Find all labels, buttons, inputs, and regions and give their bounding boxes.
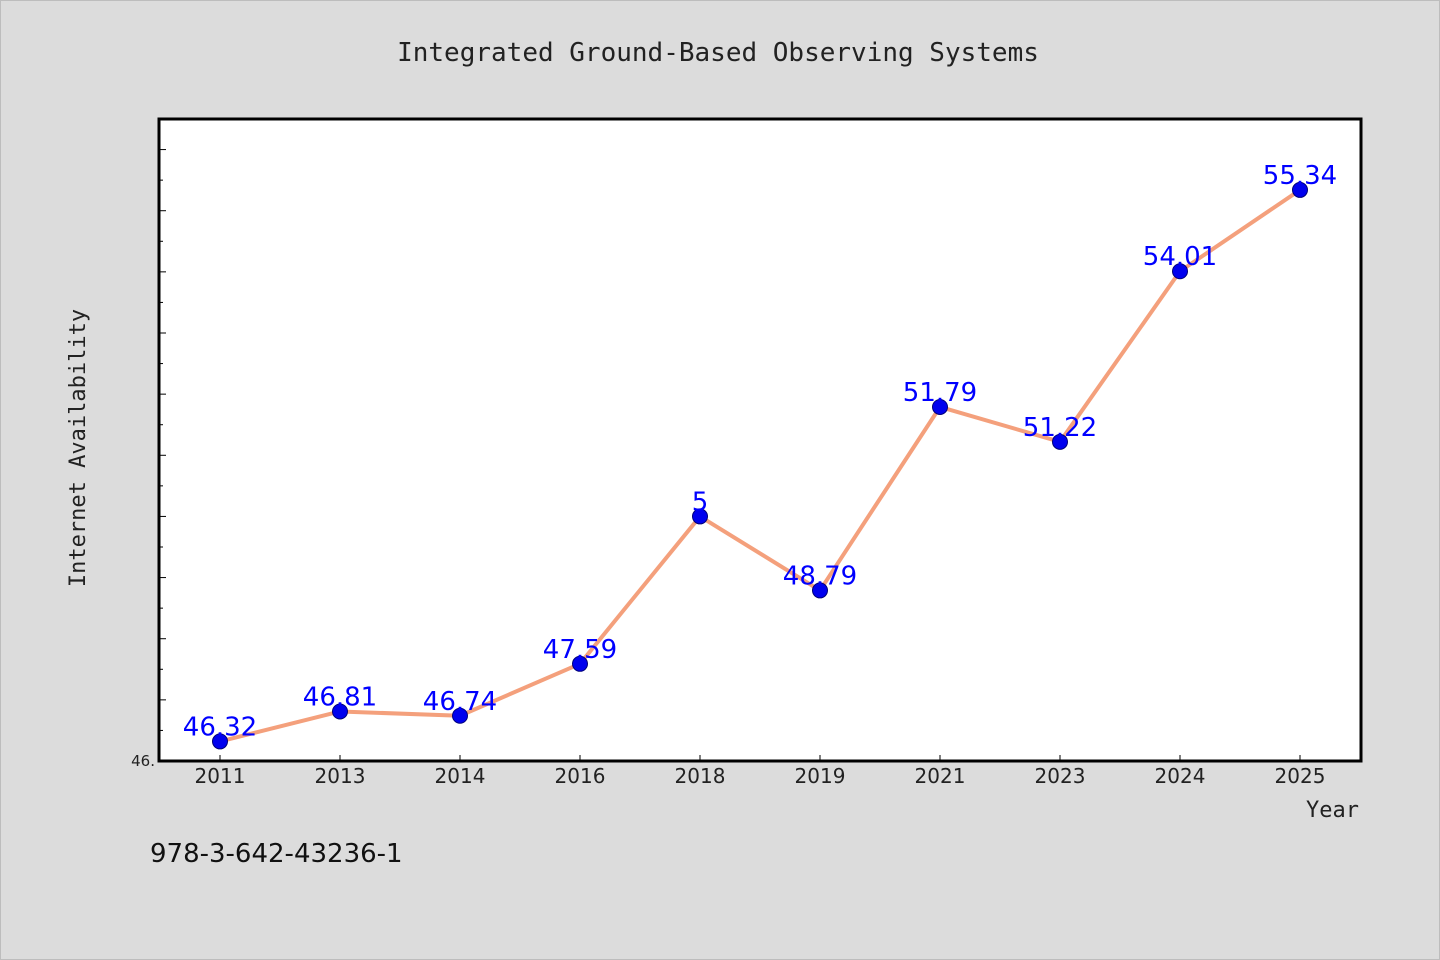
data-point [332, 703, 348, 720]
data-point [452, 707, 468, 724]
x-tick-label: 2019 [795, 764, 846, 788]
data-point [932, 398, 948, 415]
y-tick-label: 46. [131, 752, 155, 770]
data-label: 51.79 [903, 378, 977, 408]
x-tick-label: 2018 [675, 764, 726, 788]
isbn-text: 978-3-642-43236-1 [150, 839, 403, 869]
data-label: 55.34 [1263, 161, 1337, 191]
data-label: 46.74 [423, 687, 497, 717]
data-point [1172, 263, 1188, 280]
x-tick-label: 2016 [555, 764, 606, 788]
series-line [218, 187, 1302, 744]
data-label: 48.79 [783, 561, 857, 591]
x-axis-label: Year [1306, 798, 1359, 823]
data-label: 47.59 [543, 635, 617, 665]
data-point [812, 582, 828, 599]
x-axis-ticks: 2011 2013 2014 2016 2018 2019 2021 2023 2024 2025 [195, 755, 1326, 788]
x-tick-label: 2014 [435, 764, 486, 788]
chart-title: Integrated Ground-Based Observing System… [397, 38, 1039, 68]
data-label: 5 [692, 487, 709, 517]
y-axis-label: Internet Availability [66, 309, 91, 587]
x-tick-label: 2023 [1035, 764, 1086, 788]
data-label: 46.32 [183, 712, 257, 742]
data-label: 46.81 [303, 682, 377, 712]
y-axis-ticks [159, 118, 166, 731]
data-label: 54.01 [1143, 242, 1217, 272]
series-group: 46.32 46.81 46.74 47.59 5 48.79 51.79 51.22 54.0… [183, 161, 1337, 750]
data-point [1052, 433, 1068, 450]
data-point [212, 733, 228, 750]
x-tick-label: 2011 [195, 764, 246, 788]
x-tick-label: 2024 [1155, 764, 1206, 788]
plot-area [157, 117, 1363, 763]
data-point [1292, 181, 1308, 198]
x-tick-label: 2021 [915, 764, 966, 788]
x-tick-label: 2013 [315, 764, 366, 788]
x-tick-label: 2025 [1275, 764, 1326, 788]
data-point [692, 508, 708, 525]
data-point [572, 655, 588, 672]
data-label: 51.22 [1023, 413, 1097, 443]
